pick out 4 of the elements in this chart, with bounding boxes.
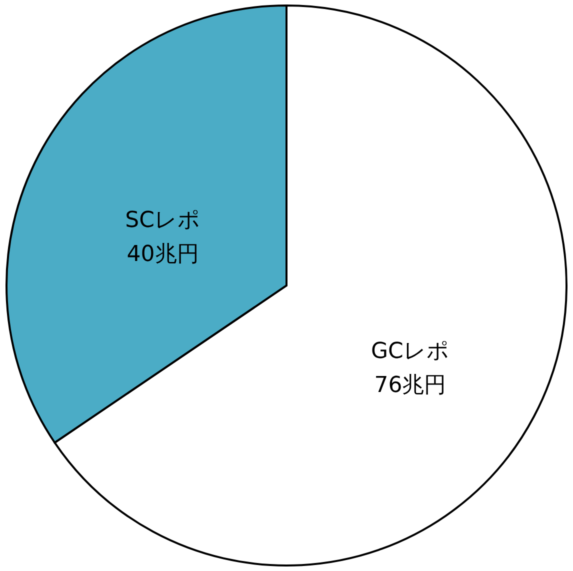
data-label: 40兆円: [126, 242, 199, 267]
slice-label: GCレポ: [370, 339, 450, 364]
data-label: 76兆円: [374, 373, 446, 398]
slice-label: SCレポ: [125, 208, 200, 233]
